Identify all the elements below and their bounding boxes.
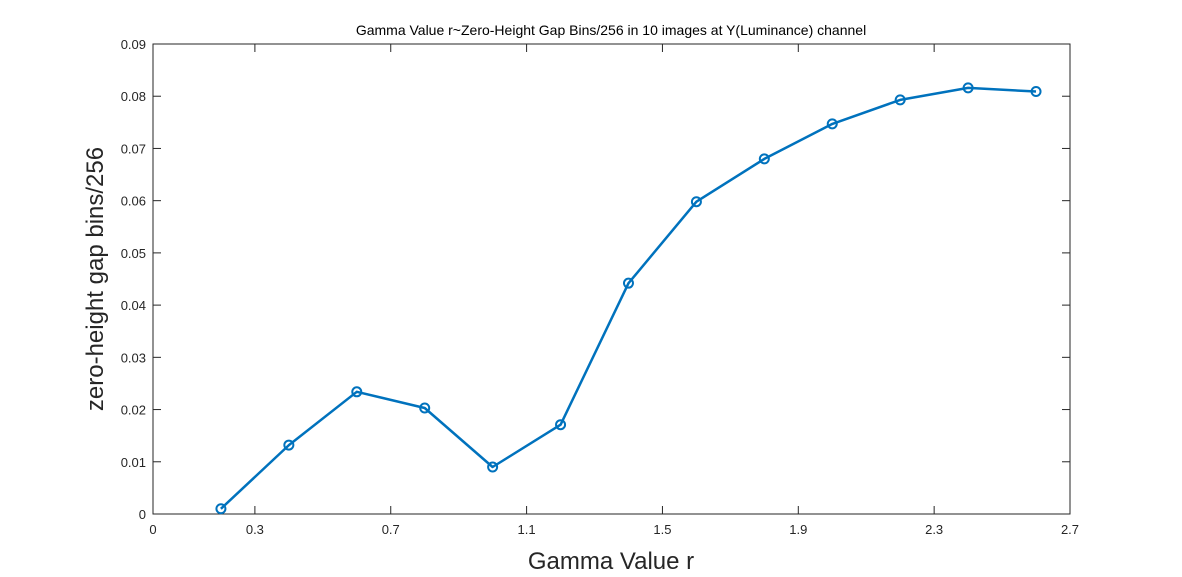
y-tick-label: 0.06 [121,194,146,209]
data-point [758,153,770,165]
y-tick-label: 0.05 [121,246,146,261]
chart-title: Gamma Value r~Zero-Height Gap Bins/256 i… [356,22,866,38]
y-tick-label: 0.02 [121,403,146,418]
y-tick-label: 0.01 [121,455,146,470]
y-tick-label: 0 [139,507,146,522]
data-point [487,461,499,473]
y-tick-label: 0.07 [121,141,146,156]
x-tick-label: 1.9 [789,522,807,537]
y-tick-label: 0.08 [121,89,146,104]
x-axis-title: Gamma Value r [528,548,694,575]
y-tick-label: 0.09 [121,37,146,52]
data-point [962,82,974,94]
data-point [419,402,431,414]
x-tick-label: 0.3 [246,522,264,537]
data-point [555,419,567,431]
data-point [894,94,906,106]
plot-area: 0 0.3 0.7 1.1 1.5 1.9 2.3 2.7 0 0.01 0.02 0.03 0.04… [121,37,1079,537]
data-point [1030,86,1042,98]
x-tick-label: 1.5 [653,522,671,537]
x-tick-label: 0.7 [382,522,400,537]
x-tick-label: 2.3 [925,522,943,537]
y-tick-label: 0.04 [121,298,146,313]
data-point [283,439,295,451]
data-point [690,196,702,208]
series-line [220,86,1037,510]
data-point [622,277,634,289]
x-tick-label: 2.7 [1061,522,1079,537]
y-tick-label: 0.03 [121,350,146,365]
data-point [351,386,363,398]
y-axis-title: zero-height gap bins/256 [82,147,109,411]
x-tick-label: 0 [149,522,156,537]
x-axis: 0 0.3 0.7 1.1 1.5 1.9 2.3 2.7 [149,44,1079,537]
series-layer [215,82,1042,515]
data-point [826,118,838,130]
plot-frame [152,43,1071,515]
y-axis: 0 0.01 0.02 0.03 0.04 0.05 0.06 0.07 0.08 0.09 [121,37,1070,522]
data-point [215,503,227,515]
x-tick-label: 1.1 [518,522,536,537]
